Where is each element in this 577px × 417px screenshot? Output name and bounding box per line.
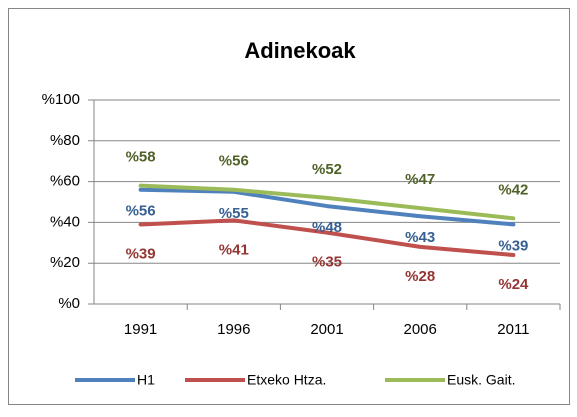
legend-label: H1	[137, 372, 155, 388]
chart-title: Adinekoak	[244, 38, 356, 63]
x-tick-label: 2011	[497, 321, 529, 338]
data-label: %55	[219, 205, 249, 222]
y-tick-label: %0	[58, 295, 80, 312]
data-label: %58	[126, 149, 156, 166]
y-tick-label: %80	[50, 132, 80, 149]
data-label: %42	[498, 181, 528, 198]
legend-label: Eusk. Gait.	[447, 372, 515, 388]
data-label: %39	[126, 245, 156, 262]
data-label: %52	[312, 161, 342, 178]
y-tick-label: %60	[50, 173, 80, 190]
chart-border	[8, 8, 570, 405]
data-label: %39	[498, 237, 528, 254]
legend-label: Etxeko Htza.	[247, 372, 326, 388]
data-label: %28	[405, 268, 435, 285]
series-line	[138, 183, 516, 221]
data-label: %35	[312, 254, 342, 271]
x-tick-label: 2001	[310, 321, 343, 338]
data-label: %56	[126, 203, 156, 220]
data-label: %47	[405, 171, 435, 188]
data-label: %41	[219, 241, 249, 258]
series-line	[138, 187, 516, 227]
x-tick-label: 1991	[124, 321, 157, 338]
data-label: %48	[312, 219, 342, 236]
y-tick-label: %100	[42, 91, 80, 108]
x-tick-label: 2006	[404, 321, 437, 338]
y-tick-label: %40	[50, 213, 80, 230]
data-label: %56	[219, 153, 249, 170]
y-tick-label: %20	[50, 254, 80, 271]
series-line	[138, 218, 516, 258]
x-tick-label: 1996	[217, 321, 250, 338]
data-label: %43	[405, 229, 435, 246]
data-label: %24	[498, 276, 529, 293]
